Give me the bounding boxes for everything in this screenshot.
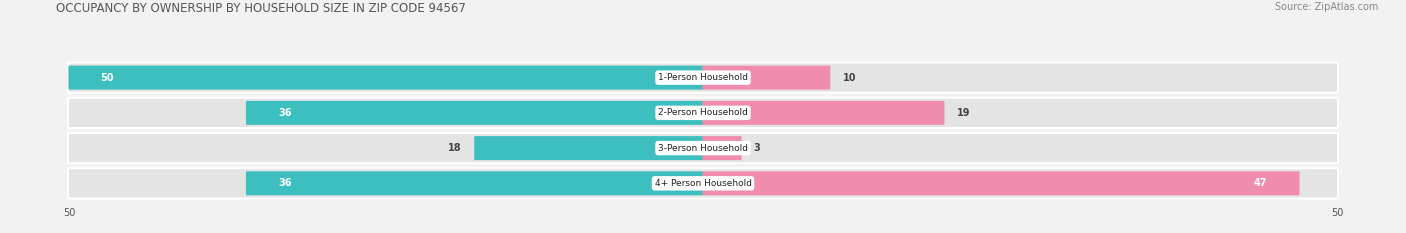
Text: 3-Person Household: 3-Person Household (658, 144, 748, 153)
FancyBboxPatch shape (246, 101, 703, 125)
FancyBboxPatch shape (703, 66, 831, 90)
Text: 10: 10 (842, 73, 856, 83)
Text: Source: ZipAtlas.com: Source: ZipAtlas.com (1274, 2, 1378, 12)
Text: 50: 50 (101, 73, 114, 83)
FancyBboxPatch shape (67, 62, 1339, 93)
FancyBboxPatch shape (69, 66, 703, 90)
Text: OCCUPANCY BY OWNERSHIP BY HOUSEHOLD SIZE IN ZIP CODE 94567: OCCUPANCY BY OWNERSHIP BY HOUSEHOLD SIZE… (56, 2, 467, 15)
Text: 18: 18 (449, 143, 463, 153)
Text: 4+ Person Household: 4+ Person Household (655, 179, 751, 188)
Text: 36: 36 (278, 178, 291, 188)
FancyBboxPatch shape (703, 101, 945, 125)
FancyBboxPatch shape (246, 171, 703, 195)
Text: 3: 3 (754, 143, 761, 153)
Text: 36: 36 (278, 108, 291, 118)
Text: 1-Person Household: 1-Person Household (658, 73, 748, 82)
Text: 2-Person Household: 2-Person Household (658, 108, 748, 117)
FancyBboxPatch shape (67, 168, 1339, 199)
Text: 47: 47 (1254, 178, 1267, 188)
FancyBboxPatch shape (67, 133, 1339, 163)
FancyBboxPatch shape (474, 136, 703, 160)
FancyBboxPatch shape (703, 136, 741, 160)
FancyBboxPatch shape (703, 171, 1299, 195)
FancyBboxPatch shape (67, 98, 1339, 128)
Text: 19: 19 (956, 108, 970, 118)
